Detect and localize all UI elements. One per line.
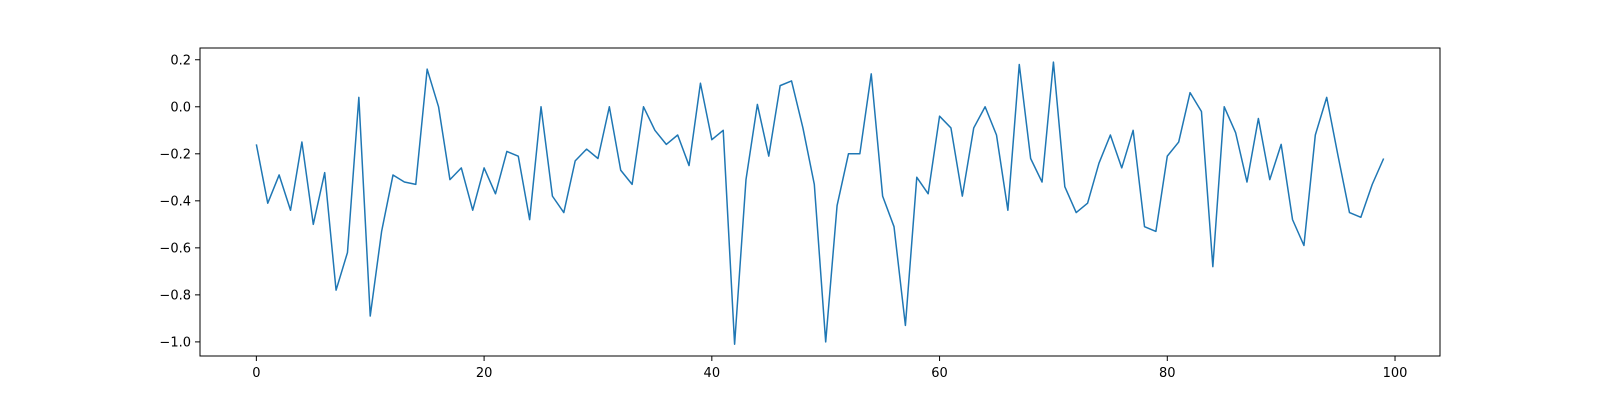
y-tick-label: −0.4	[159, 194, 191, 209]
axes-frame	[199, 47, 1441, 357]
y-tick-label: −0.2	[159, 147, 191, 162]
plot-area	[255, 61, 1385, 345]
y-tick-label: −0.8	[159, 288, 191, 303]
x-tick-label: 100	[1383, 366, 1408, 381]
y-tick-label: −1.0	[159, 335, 191, 350]
y-tick-label: 0.2	[170, 53, 191, 68]
y-axis: −1.0 −0.8 −0.6 −0.4 −0.2 0.0 0.2	[159, 53, 200, 350]
series-line-0	[255, 61, 1385, 345]
x-tick-label: 20	[476, 366, 493, 381]
x-tick-label: 0	[252, 366, 260, 381]
y-tick-label: −0.6	[159, 241, 191, 256]
x-tick-label: 80	[1159, 366, 1176, 381]
x-tick-label: 60	[931, 366, 948, 381]
x-tick-label: 40	[704, 366, 721, 381]
y-tick-label: 0.0	[170, 100, 191, 115]
x-axis: 0 20 40 60 80 100	[252, 356, 1407, 381]
